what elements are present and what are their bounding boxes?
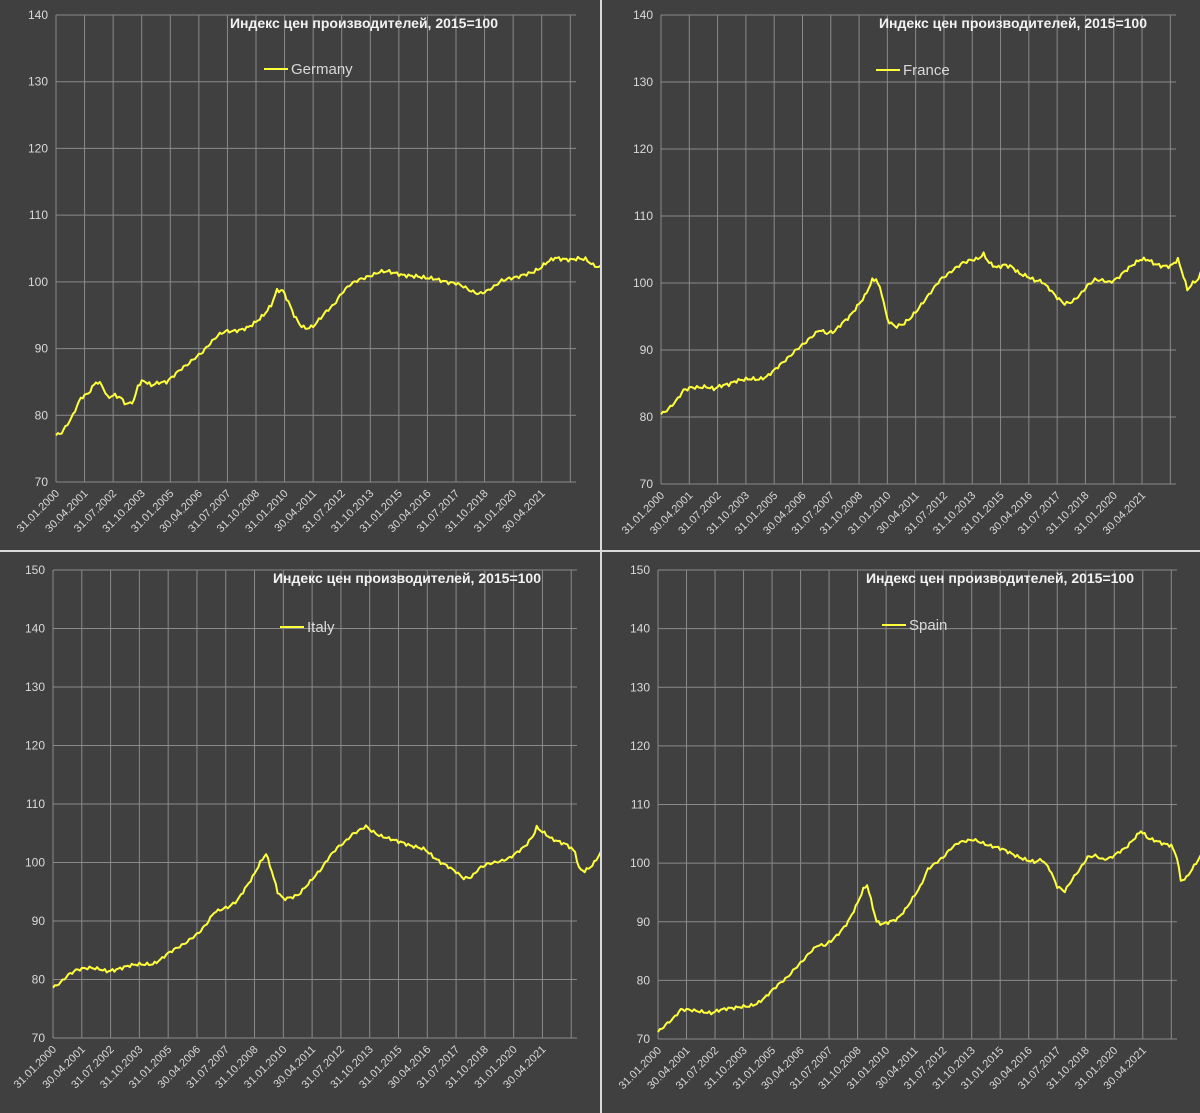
y-tick-label: 90: [637, 915, 651, 929]
legend-label: Spain: [909, 617, 947, 634]
y-tick-label: 70: [640, 477, 654, 491]
legend-label: Italy: [307, 619, 335, 636]
y-tick-label: 80: [640, 410, 654, 424]
chart-title: Индекс цен производителей, 2015=100: [866, 570, 1134, 586]
y-tick-label: 100: [633, 276, 653, 290]
y-tick-label: 120: [25, 739, 45, 753]
y-tick-label: 120: [630, 739, 650, 753]
chart-panel-italy: 70 80 90 100 110 120 130 140 150 31.01.2000 30.04.…: [0, 553, 600, 1113]
y-tick-label: 70: [32, 1031, 46, 1045]
y-tick-label: 90: [640, 343, 654, 357]
chart-svg: 70809010011012013014031.01.200030.04.200…: [620, 8, 1200, 537]
y-tick-label: 140: [28, 8, 48, 22]
chart-panel-spain: 70 80 90 100 110 120 130 140 150 31.01.2000 30.04.…: [603, 553, 1200, 1113]
y-tick-label: 130: [633, 75, 653, 89]
chart-title: Индекс цен производителей, 2015=100: [230, 15, 498, 31]
y-tick-label: 70: [637, 1032, 651, 1046]
legend-label: Germany: [291, 61, 353, 78]
y-tick-label: 110: [29, 208, 48, 222]
y-tick-label: 110: [26, 797, 45, 811]
y-tick-label: 120: [28, 141, 48, 155]
y-tick-label: 100: [630, 856, 650, 870]
y-tick-label: 100: [25, 856, 45, 870]
chart-svg: 70809010011012013014031.01.200030.04.200…: [15, 8, 600, 535]
legend-label: France: [903, 62, 950, 79]
y-tick-label: 110: [634, 209, 653, 223]
series-line: [660, 251, 1200, 415]
series-line: [55, 255, 600, 436]
y-tick-label: 140: [25, 622, 45, 636]
y-tick-label: 80: [35, 408, 49, 422]
y-tick-label: 150: [25, 563, 45, 577]
chart-panel-germany: 70 80 90 100 110 120 130 140 31.01.2000 30.04.200…: [0, 0, 600, 550]
y-tick-label: 140: [633, 8, 653, 22]
y-tick-label: 150: [630, 563, 650, 577]
y-tick-label: 80: [637, 973, 651, 987]
y-tick-label: 130: [630, 680, 650, 694]
chart-panel-france: 70 80 90 100 110 120 130 140 31.01.2000 30.04.200…: [603, 0, 1200, 550]
y-tick-label: 90: [32, 914, 46, 928]
y-tick-label: 90: [35, 342, 49, 356]
y-tick-label: 130: [28, 75, 48, 89]
chart-svg: 70809010011012013014015031.01.200030.04.…: [12, 563, 600, 1091]
chart-title: Индекс цен производителей, 2015=100: [879, 15, 1147, 31]
series-line: [657, 830, 1200, 1033]
y-tick-label: 120: [633, 142, 653, 156]
y-tick-label: 110: [631, 798, 650, 812]
y-tick-label: 80: [32, 973, 46, 987]
chart-title: Индекс цен производителей, 2015=100: [273, 570, 541, 586]
y-tick-label: 140: [630, 622, 650, 636]
chart-svg: 70809010011012013014015031.01.200030.04.…: [617, 563, 1200, 1092]
y-tick-label: 130: [25, 680, 45, 694]
y-tick-label: 70: [35, 475, 49, 489]
y-tick-label: 100: [28, 275, 48, 289]
series-line: [52, 824, 600, 989]
